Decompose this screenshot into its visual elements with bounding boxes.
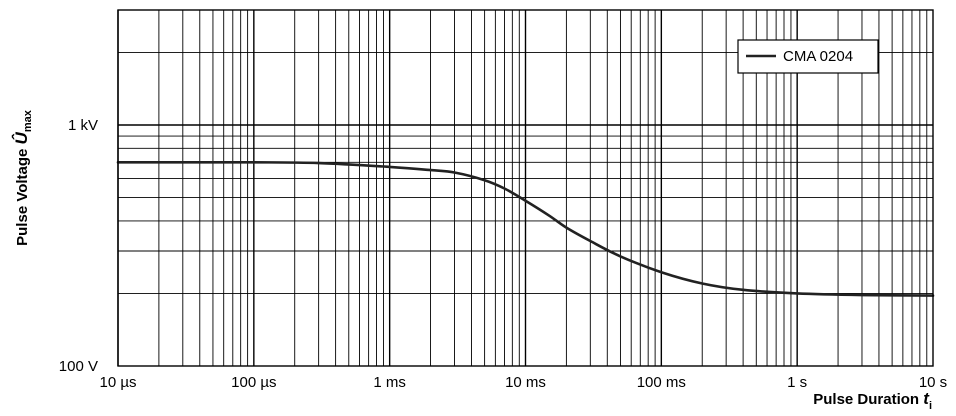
data-series-layer — [116, 160, 935, 297]
y-axis-title-main: Pulse Voltage — [14, 144, 31, 245]
grid — [117, 9, 933, 366]
x-tick-label: 100 µs — [231, 374, 276, 391]
x-axis-title-variable: t — [923, 389, 930, 408]
series-line-cma-0204 — [116, 160, 935, 297]
legend: CMA 0204 — [737, 39, 879, 74]
x-tick-label: 1 s — [787, 374, 807, 391]
y-axis-title-variable: Û — [12, 131, 31, 144]
x-tick-label: 100 ms — [637, 374, 686, 391]
x-tick-label: 1 ms — [373, 374, 406, 391]
x-tick-label: 10 ms — [505, 374, 546, 391]
x-tick-label: 10 s — [919, 374, 947, 391]
y-axis-title: Pulse Voltage Ûmax — [12, 109, 34, 246]
x-axis-title: Pulse Duration ti — [813, 389, 932, 412]
legend-label: CMA 0204 — [783, 48, 853, 65]
tick-labels: 10 µs 100 µs 1 ms 10 ms 100 ms 1 s 10 s 100 V 1 … — [59, 117, 947, 391]
x-tick-label: 10 µs — [100, 374, 137, 391]
y-tick-label: 1 kV — [68, 117, 98, 134]
y-tick-label: 100 V — [59, 358, 98, 375]
y-axis-title-subscript: max — [22, 109, 34, 132]
plot-frame — [117, 9, 934, 367]
x-axis-title-main: Pulse Duration — [813, 391, 923, 408]
x-axis-title-subscript: i — [929, 400, 932, 412]
